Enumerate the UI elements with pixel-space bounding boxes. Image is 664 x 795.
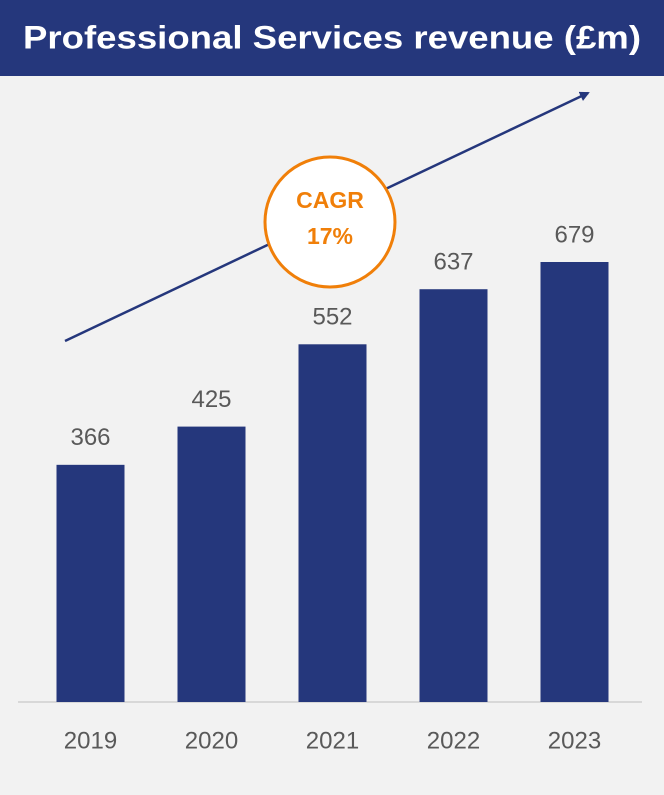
x-tick-label: 2020	[185, 727, 238, 754]
bar	[56, 464, 125, 702]
bar	[540, 262, 609, 702]
x-tick-label: 2021	[306, 727, 359, 754]
annotation-label: CAGR	[296, 187, 364, 213]
cagr-badge	[263, 155, 397, 289]
bar	[298, 344, 367, 702]
value-label: 637	[433, 249, 473, 276]
x-tick-label: 2023	[548, 727, 601, 754]
value-label: 366	[70, 424, 110, 451]
x-tick-label: 2019	[64, 727, 117, 754]
x-tick-label: 2022	[427, 727, 480, 754]
header-band	[0, 0, 664, 76]
value-label: 552	[312, 304, 352, 331]
bar	[177, 426, 246, 702]
value-label: 425	[191, 386, 231, 413]
value-label: 679	[554, 221, 594, 248]
chart-title: Professional Services revenue (£m)	[23, 19, 641, 55]
bar	[419, 289, 488, 702]
annotation-value: 17%	[307, 223, 353, 249]
